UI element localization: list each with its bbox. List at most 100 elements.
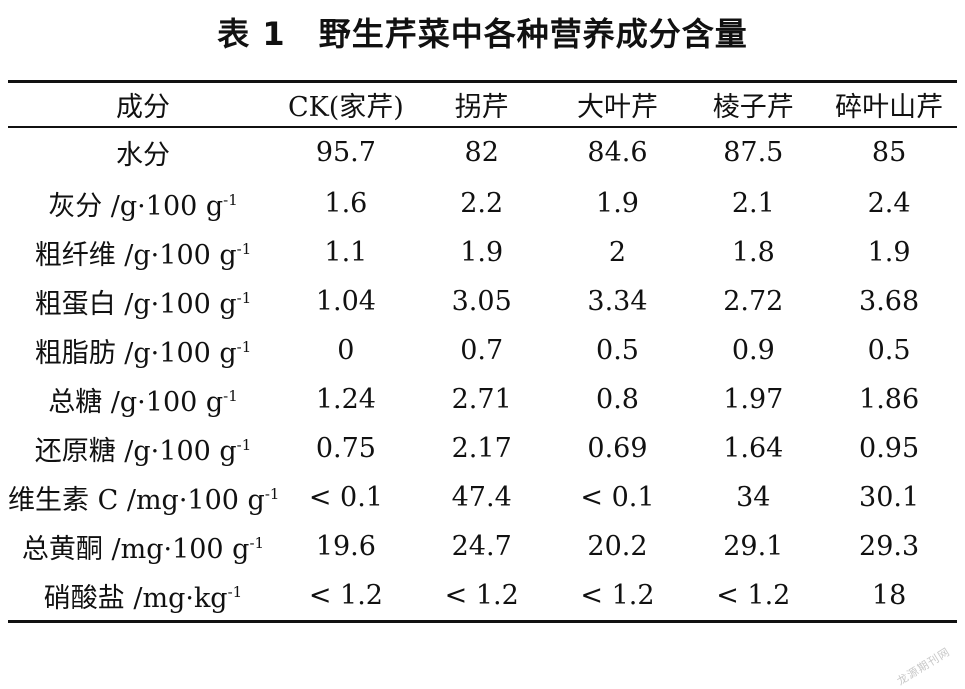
row-label: 水分 [8,126,278,179]
unit-text: /g·100 g [110,387,224,418]
value-cell: 0.8 [596,384,639,415]
value-cell: 34 [736,482,771,513]
value-cell: 0.7 [460,335,504,366]
unit-text: /mg·100 g [126,485,265,516]
unit-label: /mg·100 g-1 [112,534,265,565]
value-cell: < 1.2 [444,580,519,611]
watermark-text: 龙源期刊网 [894,645,953,688]
unit-text: /mg·kg [133,583,228,614]
value-cell: 2.17 [451,433,512,464]
table-row: 总糖 /g·100 g-1 1.24 2.71 0.8 1.97 1.86 [8,375,957,424]
value-cell: 18 [871,580,907,611]
value-cell: < 0.1 [580,482,655,513]
bottom-rule [8,620,957,623]
value-cell: 82 [464,137,499,168]
unit-exponent: -1 [236,240,252,258]
value-cell: 0.75 [315,433,376,464]
value-cell: 1.04 [315,286,376,317]
unit-text: /g·100 g [124,338,237,369]
component-name: 水分 [116,140,170,171]
unit-label: /mg·kg-1 [133,583,242,614]
component-name: 总糖 [48,387,103,418]
row-label: 维生素 C /mg·100 g-1 [8,473,278,522]
unit-label: /g·100 g-1 [124,338,251,369]
value-cell: 2.4 [867,188,911,219]
row-label: 还原糖 /g·100 g-1 [8,424,278,473]
unit-label: /g·100 g-1 [111,191,238,222]
value-cell: < 0.1 [308,482,383,513]
value-cell: 3.05 [451,286,512,317]
unit-text: /g·100 g [124,240,237,271]
value-cell: 1.86 [859,384,920,415]
component-name: 灰分 [48,191,103,222]
value-cell: 84.6 [587,137,648,168]
table-title: 表 1 野生芹菜中各种营养成分含量 [217,15,748,53]
unit-exponent: -1 [223,387,238,405]
header-cell-lengziqin: 棱子芹 [712,92,794,123]
value-cell: 30.1 [859,482,920,513]
row-label: 粗纤维 /g·100 g-1 [8,228,278,277]
row-label: 总糖 /g·100 g-1 [8,375,278,424]
unit-exponent: -1 [236,289,252,307]
table-row: 维生素 C /mg·100 g-1 < 0.1 47.4 < 0.1 34 30.1 [8,473,957,522]
unit-exponent: -1 [249,534,265,552]
value-cell: 1.1 [324,237,368,268]
value-cell: 2.71 [451,384,512,415]
value-cell: 0.5 [596,335,639,366]
unit-exponent: -1 [236,338,252,356]
value-cell: 95.7 [315,137,376,168]
value-cell: 1.64 [723,433,784,464]
table-row: 总黄酮 /mg·100 g-1 19.6 24.7 20.2 29.1 29.3 [8,522,957,571]
value-cell: 2.72 [723,286,784,317]
value-cell: 0.5 [867,335,911,366]
unit-label: /g·100 g-1 [124,240,251,271]
value-cell: 2.1 [731,188,775,219]
header-cell-dayeqin: 大叶芹 [576,92,658,123]
row-label: 硝酸盐 /mg·kg-1 [8,571,278,620]
table-row: 粗蛋白 /g·100 g-1 1.04 3.05 3.34 2.72 3.68 [8,277,957,326]
header-rule [8,126,957,128]
unit-exponent: -1 [227,583,243,601]
value-cell: 1.97 [723,384,784,415]
value-cell: 2.2 [460,188,504,219]
row-label: 灰分 /g·100 g-1 [8,179,278,228]
value-cell: < 1.2 [716,580,791,611]
value-cell: 85 [871,137,907,168]
value-cell: 87.5 [723,137,784,168]
row-label: 粗脂肪 /g·100 g-1 [8,326,278,375]
unit-exponent: -1 [236,436,252,454]
value-cell: 47.4 [451,482,512,513]
value-cell: < 1.2 [308,580,383,611]
unit-exponent: -1 [223,191,238,209]
value-cell: 29.3 [859,531,920,562]
unit-text: /mg·100 g [111,534,250,565]
unit-label: /g·100 g-1 [124,289,251,320]
value-cell: 29.1 [723,531,784,562]
nutrient-table: 成分 CK(家芹) 拐芹 大叶芹 棱子芹 碎叶山芹 水分 95.7 82 84.6 87… [8,83,957,620]
unit-label: /g·100 g-1 [124,436,251,467]
table-row: 粗纤维 /g·100 g-1 1.1 1.9 2 1.8 1.9 [8,228,957,277]
value-cell: 1.9 [867,237,911,268]
component-name: 总黄酮 [21,534,103,565]
value-cell: 0 [337,335,355,366]
component-name: 还原糖 [34,436,116,467]
unit-label: /mg·100 g-1 [127,485,278,516]
value-cell: 1.8 [731,237,775,268]
value-cell: 2 [608,237,627,268]
value-cell: 1.9 [596,188,639,219]
unit-label: /g·100 g-1 [111,387,238,418]
value-cell: 0.9 [731,335,775,366]
value-cell: 19.6 [315,531,376,562]
value-cell: 3.34 [587,286,648,317]
header-cell-guaiqin: 拐芹 [454,92,509,123]
value-cell: 3.68 [859,286,920,317]
value-cell: 1.6 [324,188,368,219]
table-row: 粗脂肪 /g·100 g-1 0 0.7 0.5 0.9 0.5 [8,326,957,375]
unit-text: /g·100 g [110,191,224,222]
value-cell: 24.7 [451,531,512,562]
table-row: 灰分 /g·100 g-1 1.6 2.2 1.9 2.1 2.4 [8,179,957,228]
unit-exponent: -1 [264,485,278,503]
top-rule [8,80,957,83]
unit-text: /g·100 g [124,289,237,320]
table-row: 水分 95.7 82 84.6 87.5 85 [8,126,957,179]
